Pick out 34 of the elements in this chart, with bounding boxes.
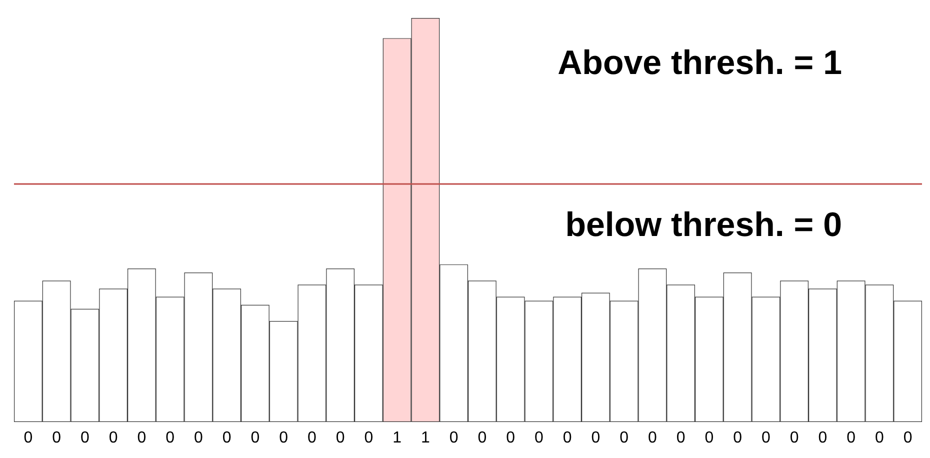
x-tick-label: 0 xyxy=(846,430,856,446)
x-tick-label: 0 xyxy=(250,430,260,446)
x-tick-label: 0 xyxy=(790,430,799,446)
x-tick-label: 0 xyxy=(478,430,487,446)
x-tick-label: 0 xyxy=(874,430,884,446)
x-tick-label: 0 xyxy=(24,430,33,446)
x-tick-label: 0 xyxy=(506,430,516,446)
x-tick-label: 0 xyxy=(222,430,232,446)
annotation: below thresh. = 0 xyxy=(565,206,842,244)
x-tick-label: 0 xyxy=(194,430,203,446)
x-tick-label: 0 xyxy=(336,430,345,446)
x-tick-label: 0 xyxy=(676,430,686,446)
x-tick-label: 1 xyxy=(420,430,430,446)
x-tick-label: 0 xyxy=(761,430,770,446)
x-tick-label: 0 xyxy=(449,430,458,446)
x-tick-label: 0 xyxy=(108,430,118,446)
x-tick-label: 0 xyxy=(591,430,600,446)
x-tick-label: 0 xyxy=(818,430,828,446)
x-tick-label: 0 xyxy=(364,430,374,446)
x-tick-label: 0 xyxy=(562,430,572,446)
x-tick-label: 1 xyxy=(392,430,402,446)
x-tick-label: 0 xyxy=(903,430,912,446)
x-tick-label: 0 xyxy=(80,430,90,446)
x-tick-label: 0 xyxy=(307,430,316,446)
x-tick-label: 0 xyxy=(166,430,175,446)
x-tick-label: 0 xyxy=(52,430,62,446)
annotation: Above thresh. = 1 xyxy=(558,44,842,82)
x-tick-label: 0 xyxy=(137,430,146,446)
x-tick-label: 0 xyxy=(704,430,714,446)
x-tick-label: 0 xyxy=(733,430,742,446)
x-tick-label: 0 xyxy=(648,430,657,446)
x-tick-label: 0 xyxy=(279,430,288,446)
x-tick-label: 0 xyxy=(620,430,629,446)
x-tick-label: 0 xyxy=(534,430,544,446)
